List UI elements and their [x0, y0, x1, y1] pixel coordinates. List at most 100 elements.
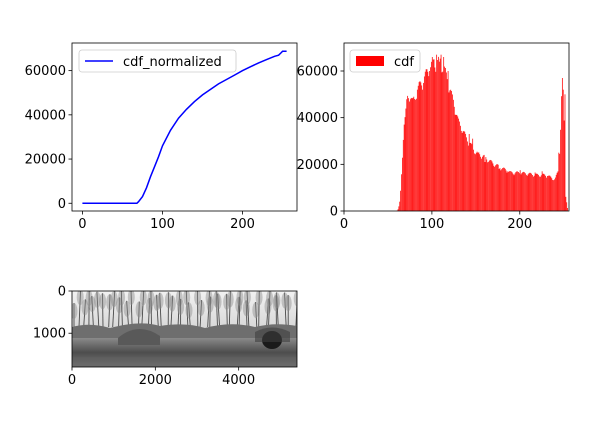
- cdf-bar: [473, 149, 474, 211]
- cdf-bar: [516, 171, 518, 211]
- cdf-bar: [498, 169, 500, 211]
- cdf-bar: [426, 69, 428, 211]
- photo-tree-canopy: [205, 291, 213, 306]
- photo-tree: [238, 291, 241, 328]
- photo-tree: [118, 297, 120, 328]
- grayscale-image-axes: 0 2000 4000 0 1000: [33, 285, 298, 388]
- cdf-bar: [507, 171, 509, 211]
- cdf-bar: [510, 171, 512, 211]
- photo-tree: [215, 291, 218, 328]
- cdf-bar: [522, 172, 524, 211]
- photo-tree-canopy: [214, 293, 222, 310]
- cdf-bar: [461, 132, 463, 211]
- photo-tree: [226, 293, 228, 328]
- photo-tree: [91, 296, 94, 328]
- cdf-bar: [541, 171, 543, 211]
- cdf-bar: [401, 174, 402, 211]
- grayscale-image-frame: [71, 290, 298, 368]
- photo-tree-canopy: [93, 291, 101, 308]
- cdf-bar: [496, 164, 497, 211]
- cdf-bar: [528, 173, 530, 211]
- photo-tree: [177, 291, 181, 328]
- cdf-bar: [556, 172, 558, 211]
- photo-tree-canopy: [99, 293, 107, 310]
- photo-tree: [199, 299, 203, 328]
- photo-tree-canopy: [206, 296, 214, 313]
- photo-tree-canopy: [226, 291, 234, 308]
- cdf-bar: [434, 67, 436, 211]
- cdf-bar: [402, 157, 403, 211]
- cdf-bar: [438, 56, 439, 211]
- cdf-bar: [406, 99, 408, 211]
- cdf-bar: [501, 169, 503, 211]
- cdf-bar: [427, 71, 429, 211]
- cdf-histogram-legend: cdf: [349, 49, 421, 73]
- cdf-bar: [464, 131, 466, 211]
- grayscale-image-y-tick-label: 0: [58, 285, 66, 300]
- cdf-bar: [444, 66, 445, 211]
- cdf-bar: [477, 152, 479, 211]
- cdf-normalized-x-tick-label: 200: [230, 217, 255, 232]
- cdf-bar: [559, 153, 561, 211]
- cdf-bar: [527, 174, 529, 211]
- cdf-bar: [486, 159, 488, 211]
- cdf-histogram-y-tick-label: 60000: [297, 65, 338, 80]
- cdf-bar: [403, 124, 405, 211]
- cdf-bar: [460, 130, 462, 211]
- cdf-bar: [432, 59, 434, 211]
- cdf-bar: [552, 179, 554, 211]
- cdf-bar: [476, 151, 478, 211]
- cdf-bar: [470, 142, 472, 211]
- cdf-bar: [433, 59, 435, 211]
- photo-tree-canopy: [252, 302, 260, 318]
- cdf-bar: [487, 162, 489, 211]
- cdf-histogram-y-tick-label: 20000: [297, 158, 338, 173]
- cdf-bar: [532, 175, 533, 211]
- photo-tree: [130, 291, 133, 328]
- photo-tree-canopy: [235, 296, 243, 313]
- cdf-bar: [489, 160, 490, 211]
- cdf-bar: [551, 178, 553, 211]
- photo-tree: [255, 301, 258, 328]
- photo-tree: [266, 298, 269, 328]
- cdf-bar: [483, 154, 485, 211]
- cdf-normalized-frame: [71, 42, 298, 212]
- cdf-bar: [549, 175, 551, 211]
- cdf-bar: [452, 94, 453, 211]
- cdf-bar: [537, 174, 539, 211]
- cdf-bar: [466, 137, 467, 211]
- cdf-bar: [446, 79, 448, 211]
- cdf-bar: [409, 99, 411, 211]
- cdf-bar: [545, 175, 547, 211]
- cdf-bar: [421, 85, 423, 211]
- grayscale-image-x-tick-label: 0: [68, 373, 76, 388]
- photo-tree-canopy: [81, 299, 89, 316]
- photo-tree-canopy: [177, 298, 185, 315]
- cdf-bar: [475, 152, 477, 211]
- photo-tree-canopy: [115, 297, 123, 314]
- photo-culvert-left: [118, 328, 160, 345]
- cdf-bar: [481, 156, 483, 211]
- cdf-bar: [410, 97, 412, 211]
- cdf-bar: [399, 201, 401, 211]
- cdf-bar: [518, 173, 520, 211]
- cdf-bar: [397, 209, 399, 211]
- cdf-bar: [515, 172, 517, 211]
- cdf-bar: [532, 176, 534, 211]
- cdf-bar: [481, 158, 482, 211]
- cdf-bar: [565, 196, 567, 211]
- cdf-bar: [423, 76, 425, 211]
- cdf-bar: [535, 173, 537, 211]
- photo-tree-canopy: [110, 291, 118, 307]
- cdf-bar: [553, 180, 554, 211]
- cdf-bar: [455, 114, 457, 211]
- photo-tree-canopy: [88, 296, 96, 313]
- cdf-bar: [440, 54, 442, 211]
- cdf-bar: [460, 125, 461, 211]
- cdf-bar: [548, 175, 550, 211]
- cdf-histogram-x-tick-label: 0: [340, 217, 348, 232]
- cdf-bar: [523, 171, 525, 211]
- cdf-bar: [450, 89, 452, 211]
- cdf-histogram-x-tick-label: 200: [507, 217, 532, 232]
